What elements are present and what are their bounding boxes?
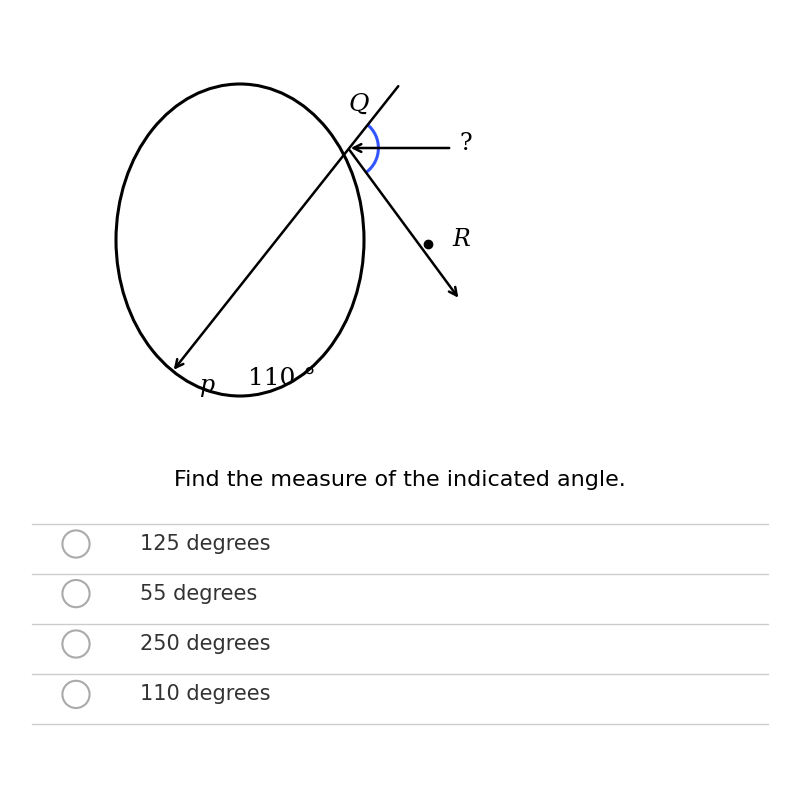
Text: 110 degrees: 110 degrees [140,684,270,704]
Text: Q: Q [348,93,369,115]
Text: ?: ? [459,133,472,155]
Text: 55 degrees: 55 degrees [140,584,258,603]
Text: 110 °: 110 ° [248,367,316,390]
Text: 125 degrees: 125 degrees [140,534,270,554]
Text: p: p [200,374,215,397]
Text: 250 degrees: 250 degrees [140,634,270,654]
Text: Find the measure of the indicated angle.: Find the measure of the indicated angle. [174,470,626,490]
Text: R: R [452,229,470,251]
